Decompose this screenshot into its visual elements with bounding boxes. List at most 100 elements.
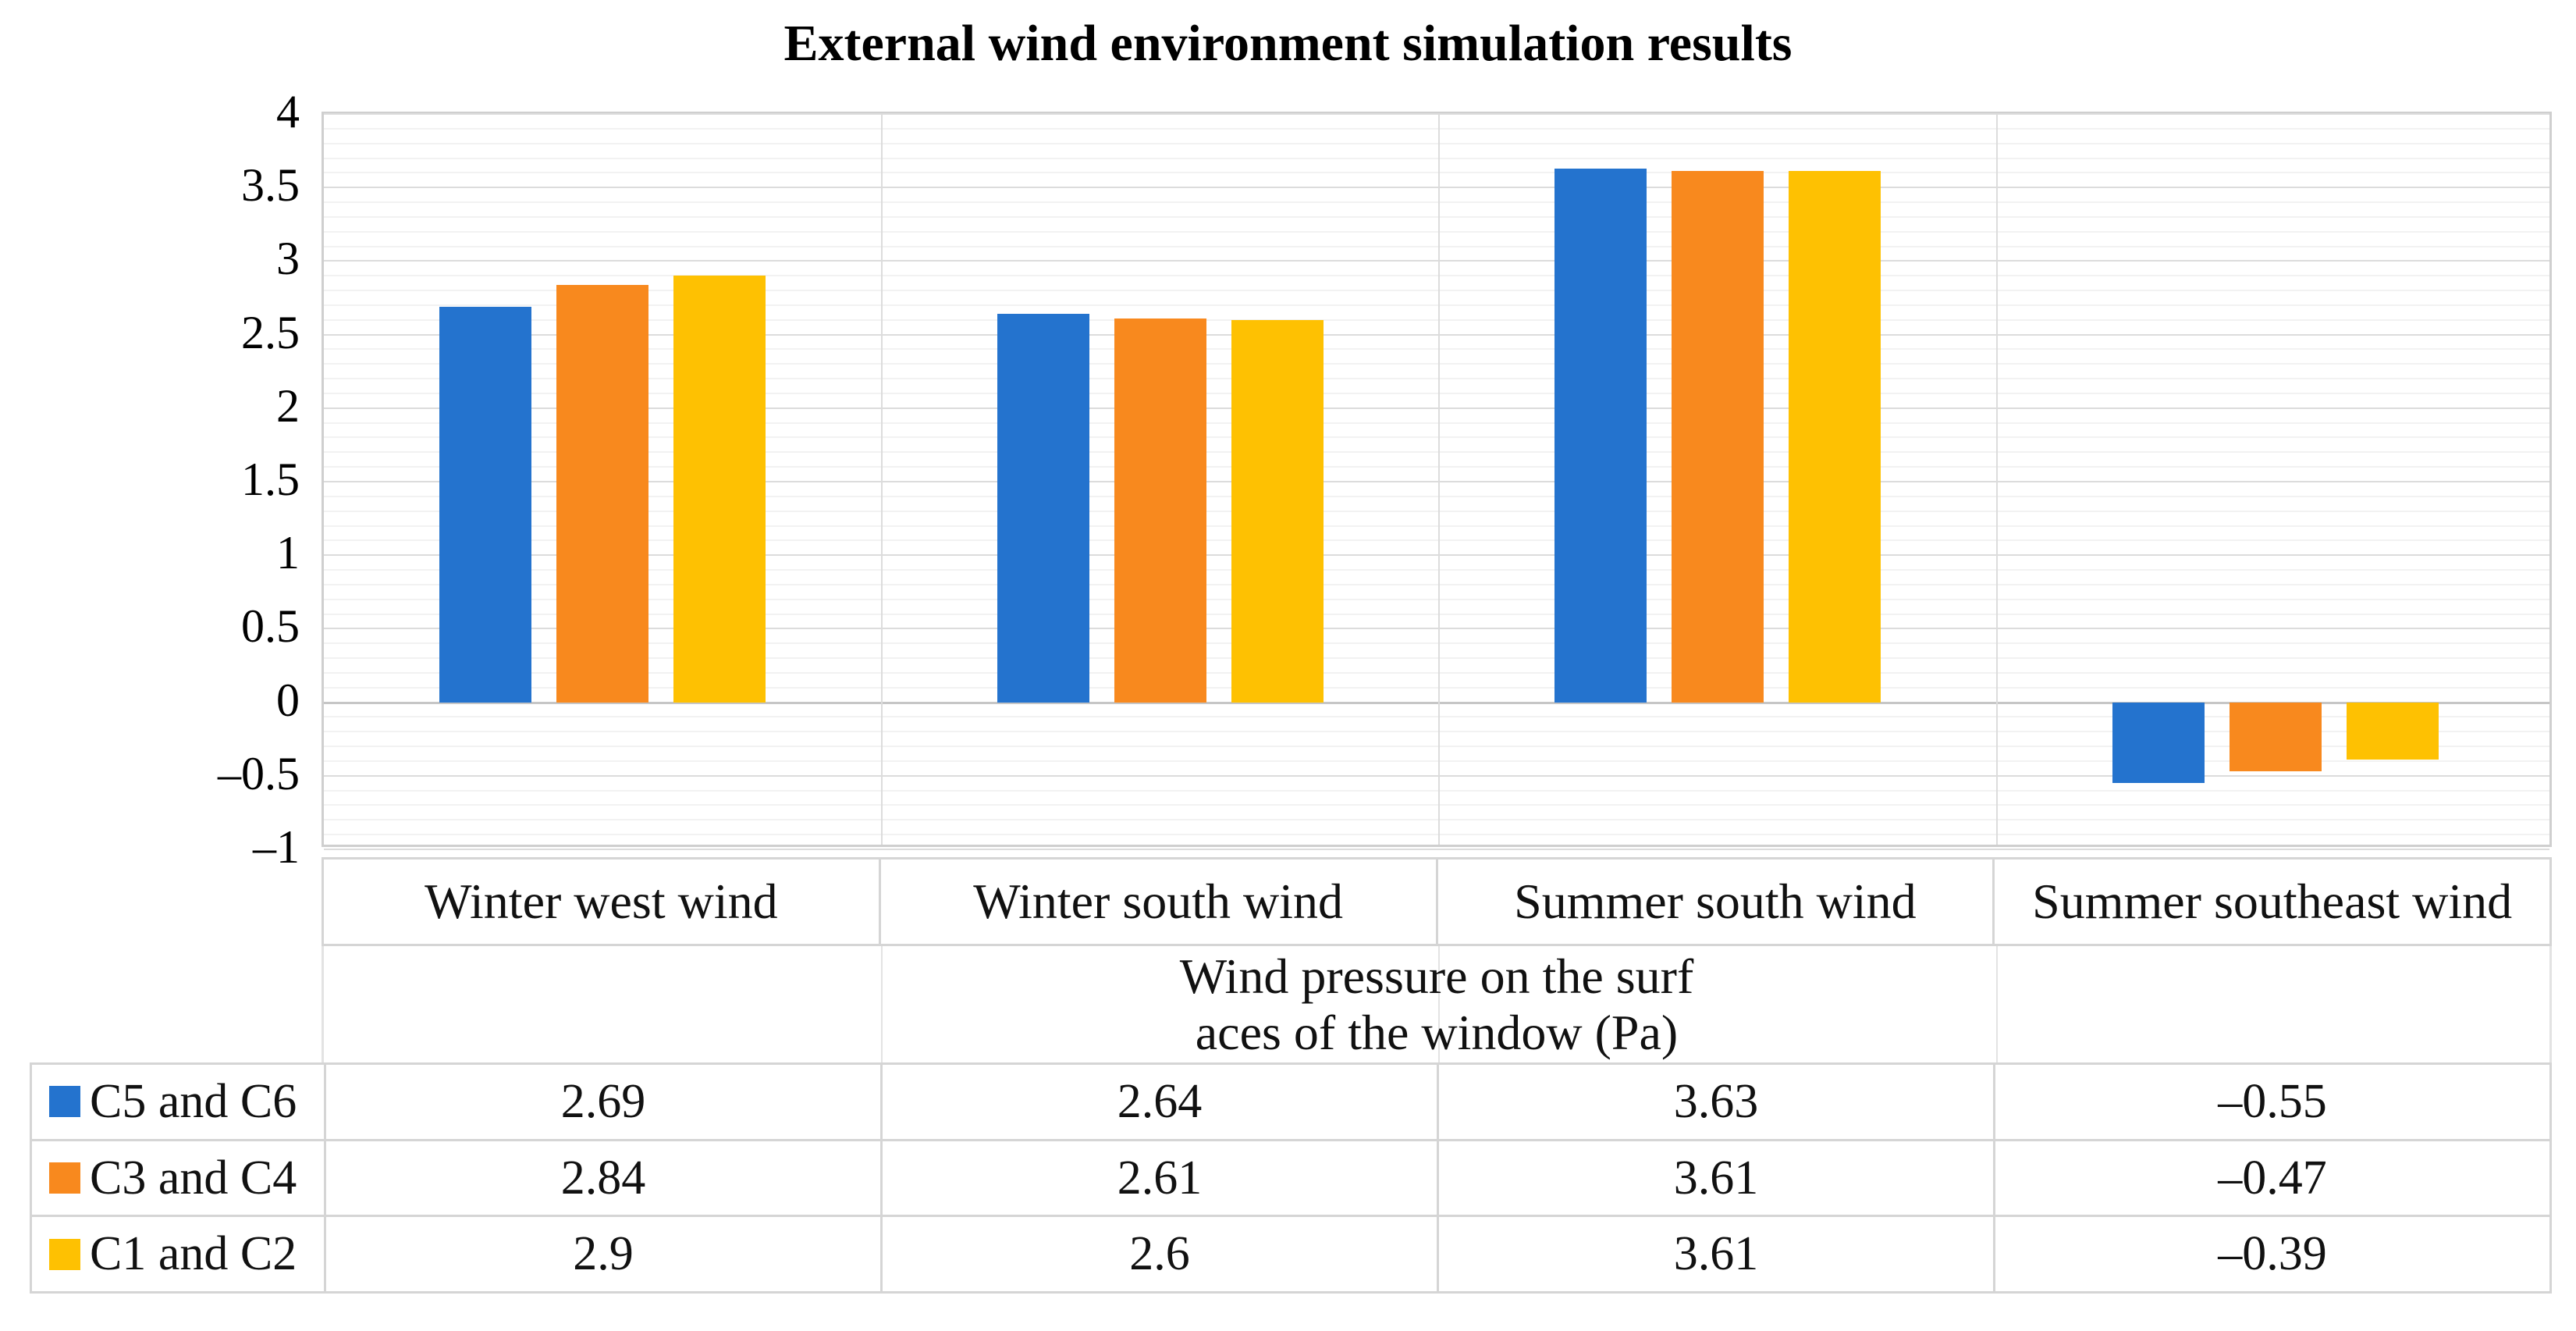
gridline-minor bbox=[324, 245, 2549, 247]
gridline-minor bbox=[324, 466, 2549, 468]
x-title-column-divider bbox=[1438, 946, 1440, 1062]
gridline-major bbox=[324, 407, 2549, 409]
gridline-major bbox=[324, 554, 2549, 557]
bar-c3-and-c4-cat1 bbox=[556, 284, 648, 703]
x-axis-title-line-1: Wind pressure on the surf bbox=[1179, 948, 1694, 1004]
category-label: Summer southeast wind bbox=[2032, 874, 2513, 929]
gridline-minor bbox=[324, 436, 2549, 439]
y-tick-label: –0.5 bbox=[218, 747, 300, 799]
gridline-major bbox=[324, 628, 2549, 630]
y-tick-label: 1 bbox=[276, 527, 300, 579]
table-value-cell: –0.39 bbox=[1993, 1217, 2549, 1292]
bar-c1-and-c2-cat2 bbox=[1231, 319, 1324, 703]
x-title-column-divider bbox=[1995, 946, 1998, 1062]
gridline-minor bbox=[324, 422, 2549, 424]
bar-c1-and-c2-cat4 bbox=[2346, 702, 2439, 760]
table-row: C5 and C6 2.69 2.64 3.63 –0.55 bbox=[32, 1065, 2549, 1139]
gridline-minor bbox=[324, 760, 2549, 762]
chart-title: External wind environment simulation res… bbox=[783, 15, 1793, 72]
category-divider-line bbox=[1995, 114, 1998, 845]
y-tick-label: 2 bbox=[276, 379, 300, 432]
gridline-major bbox=[324, 260, 2549, 262]
gridline-major bbox=[324, 333, 2549, 336]
category-axis: Winter west wind Winter south wind Summer … bbox=[322, 857, 2552, 946]
table-value-cell: 2.84 bbox=[324, 1141, 880, 1215]
y-tick-label: 0.5 bbox=[241, 600, 300, 653]
gridline-minor bbox=[324, 834, 2549, 836]
category-divider-line bbox=[880, 114, 883, 845]
bar-c3-and-c4-cat2 bbox=[1114, 318, 1206, 703]
gridline-minor bbox=[324, 378, 2549, 380]
gridline-minor bbox=[324, 819, 2549, 821]
table-value-cell: 2.69 bbox=[324, 1065, 880, 1139]
gridline-minor bbox=[324, 363, 2549, 365]
gridline-minor bbox=[324, 642, 2549, 645]
gridline-minor bbox=[324, 290, 2549, 292]
gridline-minor bbox=[324, 598, 2549, 600]
table-value-cell: 2.64 bbox=[880, 1065, 1437, 1139]
gridline-minor bbox=[324, 142, 2549, 144]
gridline-minor bbox=[324, 686, 2549, 689]
x-title-column-divider bbox=[880, 946, 883, 1062]
gridline-major bbox=[324, 113, 2549, 115]
table-value-cell: 2.61 bbox=[880, 1141, 1437, 1215]
gridline-minor bbox=[324, 671, 2549, 674]
gridline-minor bbox=[324, 215, 2549, 218]
bar-c3-and-c4-cat3 bbox=[1672, 171, 1764, 703]
bar-c5-and-c6-cat3 bbox=[1554, 168, 1647, 703]
legend-cell: C5 and C6 bbox=[32, 1065, 324, 1139]
data-table: C5 and C6 2.69 2.64 3.63 –0.55 C3 and C4 2.84 2… bbox=[30, 1062, 2552, 1294]
bar-c1-and-c2-cat1 bbox=[673, 276, 766, 703]
table-value-cell: 2.9 bbox=[324, 1217, 880, 1292]
gridline-minor bbox=[324, 230, 2549, 233]
gridline-minor bbox=[324, 746, 2549, 748]
gridline-major bbox=[324, 187, 2549, 189]
series-name: C5 and C6 bbox=[90, 1074, 297, 1128]
gridline-minor bbox=[324, 510, 2549, 512]
table-value-cell: 3.61 bbox=[1437, 1217, 1993, 1292]
gridline-minor bbox=[324, 304, 2549, 306]
y-tick-label: 2.5 bbox=[241, 306, 300, 358]
y-tick-label: 3.5 bbox=[241, 159, 300, 212]
legend-swatch-yellow bbox=[49, 1238, 80, 1270]
zero-axis-line bbox=[324, 701, 2549, 704]
legend-cell: C1 and C2 bbox=[32, 1217, 324, 1291]
table-value-cell: 3.61 bbox=[1437, 1141, 1993, 1215]
gridline-minor bbox=[324, 539, 2549, 542]
y-tick-label: 1.5 bbox=[241, 454, 300, 505]
legend-swatch-orange bbox=[49, 1162, 80, 1194]
gridline-minor bbox=[324, 348, 2549, 351]
gridline-minor bbox=[324, 172, 2549, 174]
table-row: C1 and C2 2.9 2.6 3.61 –0.39 bbox=[32, 1215, 2549, 1292]
gridline-minor bbox=[324, 716, 2549, 718]
x-axis-title-line-2: aces of the window (Pa) bbox=[1195, 1004, 1679, 1060]
series-name: C1 and C2 bbox=[90, 1227, 297, 1281]
gridline-minor bbox=[324, 201, 2549, 204]
gridline-minor bbox=[324, 319, 2549, 321]
gridline-minor bbox=[324, 392, 2549, 394]
gridline-major bbox=[324, 481, 2549, 482]
y-tick-label: 0 bbox=[276, 674, 300, 726]
gridline-minor bbox=[324, 525, 2549, 527]
gridline-minor bbox=[324, 451, 2549, 454]
gridline-minor bbox=[324, 157, 2549, 159]
gridline-minor bbox=[324, 495, 2549, 497]
gridline-minor bbox=[324, 789, 2549, 792]
y-tick-label: 4 bbox=[276, 86, 300, 137]
gridline-major bbox=[324, 849, 2549, 850]
bar-c5-and-c6-cat4 bbox=[2112, 702, 2205, 784]
table-value-cell: –0.47 bbox=[1993, 1141, 2549, 1215]
gridline-minor bbox=[324, 583, 2549, 585]
legend-cell: C3 and C4 bbox=[32, 1141, 324, 1215]
gridline-minor bbox=[324, 569, 2549, 571]
series-name: C3 and C4 bbox=[90, 1151, 297, 1205]
category-label: Summer south wind bbox=[1438, 859, 1995, 944]
table-value-cell: –0.55 bbox=[1993, 1065, 2549, 1139]
table-row: C3 and C4 2.84 2.61 3.61 –0.47 bbox=[32, 1138, 2549, 1215]
bar-c5-and-c6-cat1 bbox=[439, 306, 531, 703]
gridline-minor bbox=[324, 731, 2549, 733]
gridline-minor bbox=[324, 657, 2549, 660]
table-value-cell: 2.6 bbox=[880, 1217, 1437, 1292]
gridline-minor bbox=[324, 613, 2549, 615]
